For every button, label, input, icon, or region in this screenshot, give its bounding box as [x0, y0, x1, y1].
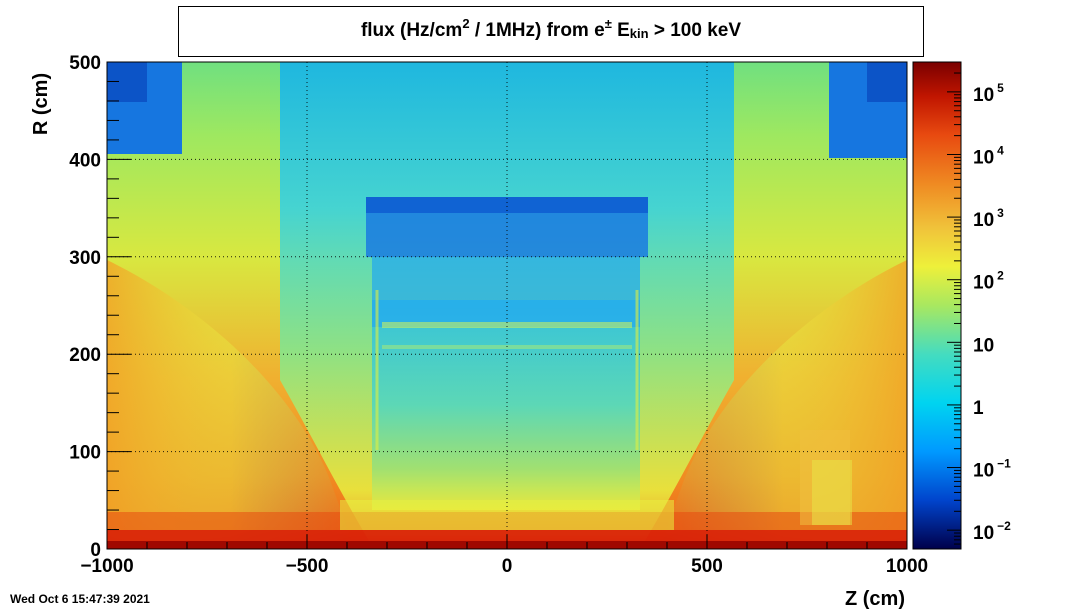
x-tick-label: 0 — [502, 556, 513, 577]
y-axis-title: R (cm) — [30, 73, 52, 135]
colorbar-tick-label: 10 2 — [973, 269, 1004, 294]
x-tick-label: −1000 — [80, 556, 133, 577]
grid — [107, 62, 907, 549]
colorbar — [913, 62, 961, 549]
chart-title: flux (Hz/cm2 / 1MHz) from e± Ekin > 100 … — [360, 16, 742, 41]
y-tick-label: 300 — [69, 248, 101, 269]
colorbar-tick-label: 10 — [973, 335, 994, 356]
y-tick-label: 0 — [90, 540, 101, 561]
title-box: flux (Hz/cm2 / 1MHz) from e± Ekin > 100 … — [178, 6, 924, 57]
x-tick-label: 1000 — [886, 556, 928, 577]
timestamp: Wed Oct 6 15:47:39 2021 — [10, 592, 150, 606]
colorbar-frame — [912, 61, 962, 550]
colorbar-tick-label: 10 4 — [973, 143, 1004, 168]
y-tick-label: 200 — [69, 345, 101, 366]
y-tick-label: 400 — [69, 150, 101, 171]
colorbar-tick-label: 1 — [973, 398, 984, 419]
heatmap — [107, 62, 907, 549]
y-axis: 0 100 200 300 400 500 — [69, 53, 131, 561]
y-tick-label: 500 — [69, 53, 101, 74]
colorbar-tick-label: 10 −2 — [973, 519, 1011, 544]
x-tick-label: −500 — [286, 556, 329, 577]
x-tick-label: 500 — [691, 556, 723, 577]
y-tick-label: 100 — [69, 443, 101, 464]
colorbar-tick-label: 10 3 — [973, 206, 1004, 231]
x-axis-title: Z (cm) — [845, 588, 905, 610]
colorbar-tick-label: 10 5 — [973, 81, 1004, 106]
colorbar-tick-label: 10 −1 — [973, 457, 1011, 482]
x-axis: −1000 −500 0 500 1000 — [80, 535, 928, 577]
